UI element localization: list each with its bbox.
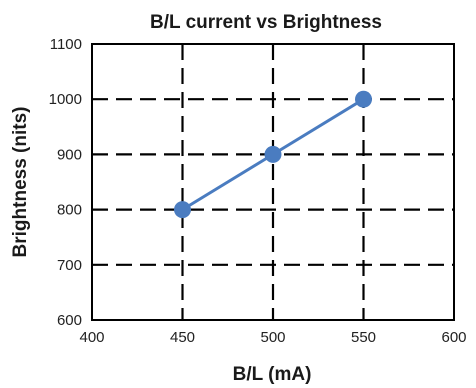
x-tick-label: 550 [351,329,376,346]
y-tick-label: 900 [57,146,82,163]
grid-lines [92,44,454,320]
x-axis-ticks: 400 450 500 550 600 [79,329,466,346]
data-point-marker [264,145,282,163]
y-axis-title: Brightness (nits) [10,107,31,258]
x-tick-label: 450 [170,329,195,346]
y-tick-label: 600 [57,312,82,329]
y-tick-label: 1100 [50,36,82,53]
x-axis-title: B/L (mA) [233,364,312,385]
y-tick-label: 700 [57,257,82,274]
series-layer [174,90,372,219]
x-tick-label: 600 [441,329,466,346]
y-tick-label: 800 [57,202,82,219]
x-tick-label: 500 [260,329,285,346]
data-point-marker [174,201,191,219]
data-point-marker [355,90,372,108]
y-tick-label: 1000 [49,91,82,108]
x-tick-label: 400 [79,329,104,346]
plot-area [91,43,455,321]
y-axis-ticks: 600 700 800 900 1000 1100 [49,36,82,329]
chart-title: B/L current vs Brightness [150,12,382,33]
